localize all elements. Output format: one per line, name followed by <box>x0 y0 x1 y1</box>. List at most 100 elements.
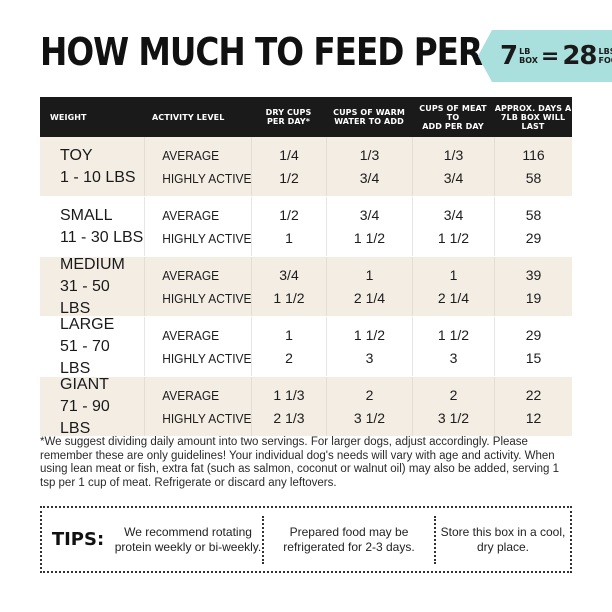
value: 39 <box>525 266 542 283</box>
box-yield-badge: 7 LB BOX = 28 LBS of FOOD! <box>478 30 612 82</box>
badge-food-line1: LBS of <box>598 47 612 56</box>
footnote: *We suggest dividing daily amount into t… <box>40 436 560 489</box>
value: 1 <box>285 229 293 246</box>
days-cell: 58 29 <box>494 197 572 256</box>
value: 1 1/2 <box>353 229 386 246</box>
water-cell: 1/3 3/4 <box>326 137 412 196</box>
value: 1/2 <box>279 169 299 186</box>
value: 3 1/2 <box>437 409 470 426</box>
meat-cell: 1/3 3/4 <box>412 137 494 196</box>
header-warm-water: CUPS OF WARM WATER TO ADD <box>333 108 405 126</box>
activity-average: AVERAGE <box>162 207 220 223</box>
value: 2 1/3 <box>273 409 305 426</box>
weight-cell: SMALL 11 - 30 LBS <box>40 197 144 256</box>
value: 1 <box>285 326 293 343</box>
tip-item: Prepared food may be refrigerated for 2-… <box>262 515 434 564</box>
value: 3/4 <box>279 266 299 283</box>
size-name: LARGE <box>60 315 115 333</box>
value: 58 <box>525 169 542 186</box>
value: 2 <box>449 386 458 403</box>
header-days-last: APPROX. DAYS A 7LB BOX WILL LAST <box>494 103 572 131</box>
value: 2 <box>365 386 374 403</box>
size-name: TOY <box>60 146 93 164</box>
activity-high: HIGHLY ACTIVE <box>162 350 252 366</box>
badge-box-label: BOX <box>519 56 538 65</box>
value: 3/4 <box>359 169 380 186</box>
header-dry-cups: DRY CUPS PER DAY* <box>265 108 312 126</box>
meat-cell: 1 2 1/4 <box>412 257 494 316</box>
value: 1 1/2 <box>437 229 470 246</box>
size-name: MEDIUM <box>60 255 125 273</box>
activity-average: AVERAGE <box>162 267 220 283</box>
activity-cell: AVERAGE HIGHLY ACTIVE <box>144 137 251 196</box>
value: 116 <box>522 146 545 163</box>
value: 2 1/4 <box>353 289 386 306</box>
value: 22 <box>525 386 542 403</box>
value: 12 <box>525 409 542 426</box>
activity-cell: AVERAGE HIGHLY ACTIVE <box>144 377 251 436</box>
badge-lb-value: 7 <box>500 41 518 71</box>
value: 1 1/2 <box>353 326 386 343</box>
value: 1/2 <box>279 206 299 223</box>
size-range: 11 - 30 LBS <box>60 228 144 246</box>
header-meat-cups: CUPS OF MEAT TO ADD PER DAY <box>419 103 487 131</box>
weight-cell: TOY 1 - 10 LBS <box>40 137 144 196</box>
size-name: GIANT <box>60 375 109 393</box>
badge-food-line2: FOOD! <box>598 56 612 65</box>
dry-cups-cell: 1 2 <box>251 317 326 376</box>
size-range: 71 - 90 LBS <box>60 397 110 437</box>
days-cell: 116 58 <box>494 137 572 196</box>
value: 1/3 <box>443 146 464 163</box>
table-row: LARGE 51 - 70 LBS AVERAGE HIGHLY ACTIVE … <box>40 315 572 377</box>
meat-cell: 1 1/2 3 <box>412 317 494 376</box>
tips-label: TIPS: <box>51 529 105 550</box>
value: 3 1/2 <box>353 409 386 426</box>
activity-high: HIGHLY ACTIVE <box>162 410 252 426</box>
water-cell: 3/4 1 1/2 <box>326 197 412 256</box>
activity-cell: AVERAGE HIGHLY ACTIVE <box>144 257 251 316</box>
table-header: WEIGHT ACTIVITY LEVEL DRY CUPS PER DAY* C… <box>40 97 572 137</box>
table-row: GIANT 71 - 90 LBS AVERAGE HIGHLY ACTIVE … <box>40 375 572 437</box>
page-title: HOW MUCH TO FEED PER DAY <box>40 30 563 74</box>
activity-high: HIGHLY ACTIVE <box>162 170 252 186</box>
badge-lb-label: LB <box>519 47 531 56</box>
weight-cell: MEDIUM 31 - 50 LBS <box>40 255 144 317</box>
value: 3/4 <box>443 169 464 186</box>
water-cell: 1 1/2 3 <box>326 317 412 376</box>
value: 1 1/3 <box>273 386 305 403</box>
dry-cups-cell: 1/2 1 <box>251 197 326 256</box>
value: 19 <box>525 289 542 306</box>
size-range: 51 - 70 LBS <box>60 337 110 377</box>
feeding-table: WEIGHT ACTIVITY LEVEL DRY CUPS PER DAY* C… <box>40 97 572 437</box>
days-cell: 22 12 <box>494 377 572 436</box>
tip-item: We recommend rotating protein weekly or … <box>114 524 262 554</box>
table-row: SMALL 11 - 30 LBS AVERAGE HIGHLY ACTIVE … <box>40 197 572 257</box>
table-row: MEDIUM 31 - 50 LBS AVERAGE HIGHLY ACTIVE… <box>40 255 572 317</box>
value: 3/4 <box>443 206 464 223</box>
value: 3 <box>365 349 374 366</box>
activity-high: HIGHLY ACTIVE <box>162 230 252 246</box>
header-activity-level: ACTIVITY LEVEL <box>152 112 225 122</box>
dry-cups-cell: 3/4 1 1/2 <box>251 257 326 316</box>
days-cell: 29 15 <box>494 317 572 376</box>
meat-cell: 2 3 1/2 <box>412 377 494 436</box>
badge-food-value: 28 <box>562 41 597 71</box>
value: 1 <box>365 266 374 283</box>
activity-cell: AVERAGE HIGHLY ACTIVE <box>144 317 251 376</box>
value: 1 1/2 <box>437 326 470 343</box>
size-range: 31 - 50 LBS <box>60 277 110 317</box>
dry-cups-cell: 1 1/3 2 1/3 <box>251 377 326 436</box>
activity-average: AVERAGE <box>162 327 220 343</box>
value: 2 1/4 <box>437 289 470 306</box>
activity-cell: AVERAGE HIGHLY ACTIVE <box>144 197 251 256</box>
days-cell: 39 19 <box>494 257 572 316</box>
weight-cell: LARGE 51 - 70 LBS <box>40 315 144 377</box>
value: 1/3 <box>359 146 380 163</box>
value: 1/4 <box>279 146 299 163</box>
value: 58 <box>525 206 542 223</box>
badge-food-unit: LBS of FOOD! <box>599 47 612 65</box>
badge-lb-unit: LB BOX <box>519 47 538 65</box>
tips-box: TIPS: We recommend rotating protein week… <box>40 506 572 573</box>
dry-cups-cell: 1/4 1/2 <box>251 137 326 196</box>
value: 1 1/2 <box>273 289 305 306</box>
